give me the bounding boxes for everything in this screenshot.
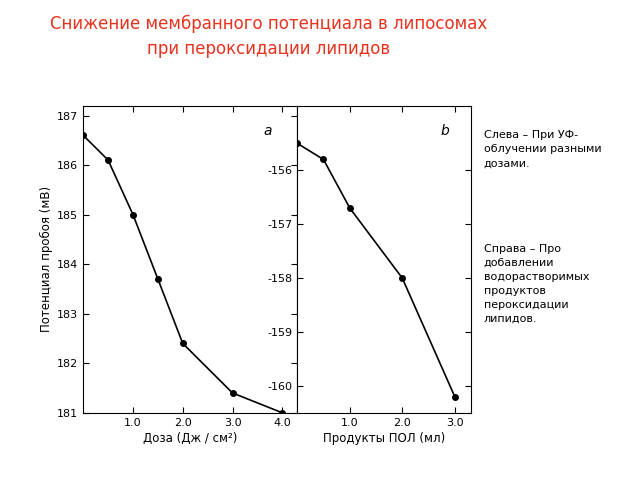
Text: Слева – При УФ-
облучении разными
дозами.: Слева – При УФ- облучении разными дозами…: [484, 130, 601, 168]
Text: Справа – Про
добавлении
водорастворимых
продуктов
пероксидации
липидов.: Справа – Про добавлении водорастворимых …: [484, 244, 589, 324]
X-axis label: Доза (Дж / см²): Доза (Дж / см²): [143, 432, 237, 445]
Text: Снижение мембранного потенциала в липосомах
при пероксидации липидов: Снижение мембранного потенциала в липосо…: [50, 14, 488, 58]
Text: a: a: [263, 124, 271, 138]
X-axis label: Продукты ПОЛ (мл): Продукты ПОЛ (мл): [323, 432, 445, 445]
Text: b: b: [441, 124, 450, 138]
Y-axis label: Потенциал пробоя (мВ): Потенциал пробоя (мВ): [40, 186, 53, 332]
